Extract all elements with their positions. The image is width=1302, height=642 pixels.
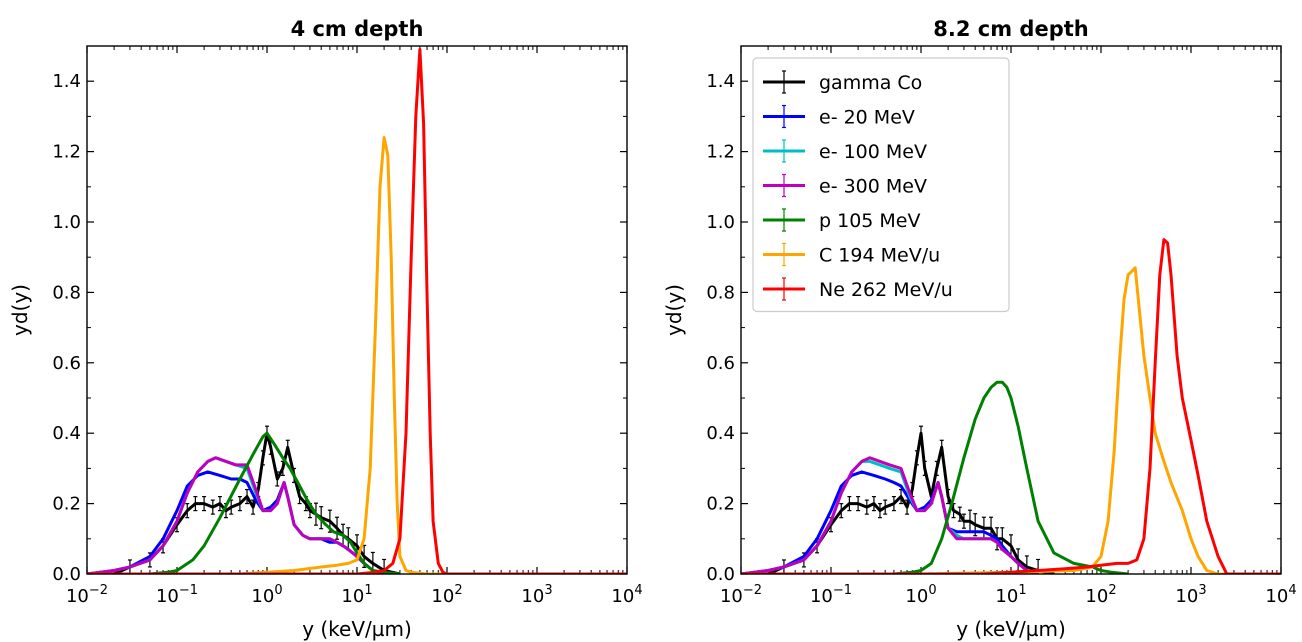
x-tick-exponent: 4 [634, 583, 642, 598]
legend-box [752, 57, 1010, 313]
y-tick-label: 1.2 [52, 142, 81, 163]
x-tick-base: 10 [341, 586, 364, 607]
x-tick-base: 10 [1175, 586, 1198, 607]
legend-label-e100: e- 100 MeV [819, 141, 927, 163]
x-tick-exponent: 2 [454, 583, 462, 598]
y-tick-label: 0.8 [52, 282, 81, 303]
y-tick-label: 0.0 [706, 564, 735, 585]
panel-title: 4 cm depth [291, 17, 424, 41]
x-tick-exponent: 4 [1288, 583, 1296, 598]
x-tick-exponent: 1 [364, 583, 372, 598]
x-tick-label: 104 [611, 583, 642, 607]
x-tick-label: 102 [1085, 583, 1116, 607]
x-axis-label: y (keV/µm) [302, 617, 412, 641]
x-tick-exponent: 3 [544, 583, 552, 598]
x-tick-exponent: −2 [89, 583, 108, 598]
x-tick-base: 10 [1265, 586, 1288, 607]
y-tick-label: 1.2 [706, 142, 735, 163]
series-line-ne262 [87, 48, 627, 574]
series-line-e100 [741, 459, 1039, 574]
legend-label-ne262: Ne 262 MeV/u [819, 279, 953, 301]
series-line-p105 [87, 431, 401, 574]
legend-label-e20: e- 20 MeV [819, 107, 915, 129]
x-tick-base: 10 [431, 586, 454, 607]
y-tick-label: 0.4 [706, 423, 735, 444]
legend-label-c194: C 194 MeV/u [819, 245, 940, 267]
legend-label-p105: p 105 MeV [819, 210, 921, 232]
x-tick-exponent: 1 [1018, 583, 1026, 598]
x-tick-base: 10 [251, 586, 274, 607]
x-tick-label: 10−2 [66, 583, 108, 607]
x-tick-exponent: −2 [743, 583, 762, 598]
x-tick-base: 10 [611, 586, 634, 607]
panel-title: 8.2 cm depth [933, 17, 1088, 41]
x-tick-exponent: 2 [1108, 583, 1116, 598]
y-tick-label: 1.0 [706, 212, 735, 233]
x-tick-base: 10 [156, 586, 179, 607]
series-line-e300 [87, 456, 385, 574]
x-tick-label: 10−1 [810, 583, 852, 607]
legend: gamma Co e- 20 MeV e- 100 MeV e- 300 MeV p 1… [752, 57, 1010, 313]
x-tick-exponent: −1 [833, 583, 852, 598]
x-tick-exponent: 3 [1198, 583, 1206, 598]
series-line-e300 [741, 456, 1039, 574]
series-group [741, 238, 1281, 574]
x-axis-label: y (keV/µm) [956, 617, 1066, 641]
y-tick-label: 0.8 [706, 282, 735, 303]
plot-frame [740, 45, 1282, 575]
x-tick-exponent: 0 [928, 583, 936, 598]
series-line-ne262 [741, 238, 1281, 574]
x-tick-label: 100 [251, 583, 282, 607]
legend-label-e300: e- 300 MeV [819, 176, 927, 198]
x-tick-base: 10 [1085, 586, 1108, 607]
x-tick-exponent: 0 [274, 583, 282, 598]
x-tick-base: 10 [720, 586, 743, 607]
x-tick-label: 10−1 [156, 583, 198, 607]
y-tick-label: 0.2 [52, 494, 81, 515]
x-tick-exponent: −1 [179, 583, 198, 598]
x-tick-label: 101 [995, 583, 1026, 607]
x-tick-label: 103 [521, 583, 552, 607]
x-tick-label: 102 [431, 583, 462, 607]
x-tick-base: 10 [810, 586, 833, 607]
panel-2: 8.2 cm depth0.00.20.40.60.81.01.21.410−2… [662, 17, 1297, 641]
series-line-c194 [87, 136, 627, 574]
y-tick-label: 0.6 [52, 353, 81, 374]
y-tick-label: 1.0 [52, 212, 81, 233]
series-group [87, 48, 627, 574]
y-tick-label: 0.6 [706, 353, 735, 374]
x-tick-base: 10 [66, 586, 89, 607]
y-tick-label: 1.4 [52, 71, 81, 92]
y-axis-label: yd(y) [8, 284, 32, 336]
y-tick-label: 0.2 [706, 494, 735, 515]
plot-frame [86, 45, 628, 575]
x-tick-base: 10 [905, 586, 928, 607]
y-axis-label: yd(y) [662, 284, 686, 336]
x-tick-label: 104 [1265, 583, 1296, 607]
y-tick-label: 0.0 [52, 564, 81, 585]
series-line-p105 [741, 380, 1129, 574]
y-tick-label: 0.4 [52, 423, 81, 444]
y-tick-label: 1.4 [706, 71, 735, 92]
series-line-e20 [741, 470, 1039, 574]
x-tick-label: 100 [905, 583, 936, 607]
x-tick-label: 101 [341, 583, 372, 607]
legend-label-gamma: gamma Co [819, 72, 922, 94]
x-tick-label: 10−2 [720, 583, 762, 607]
x-tick-base: 10 [521, 586, 544, 607]
series-line-e100 [87, 456, 385, 574]
x-tick-label: 103 [1175, 583, 1206, 607]
x-tick-base: 10 [995, 586, 1018, 607]
